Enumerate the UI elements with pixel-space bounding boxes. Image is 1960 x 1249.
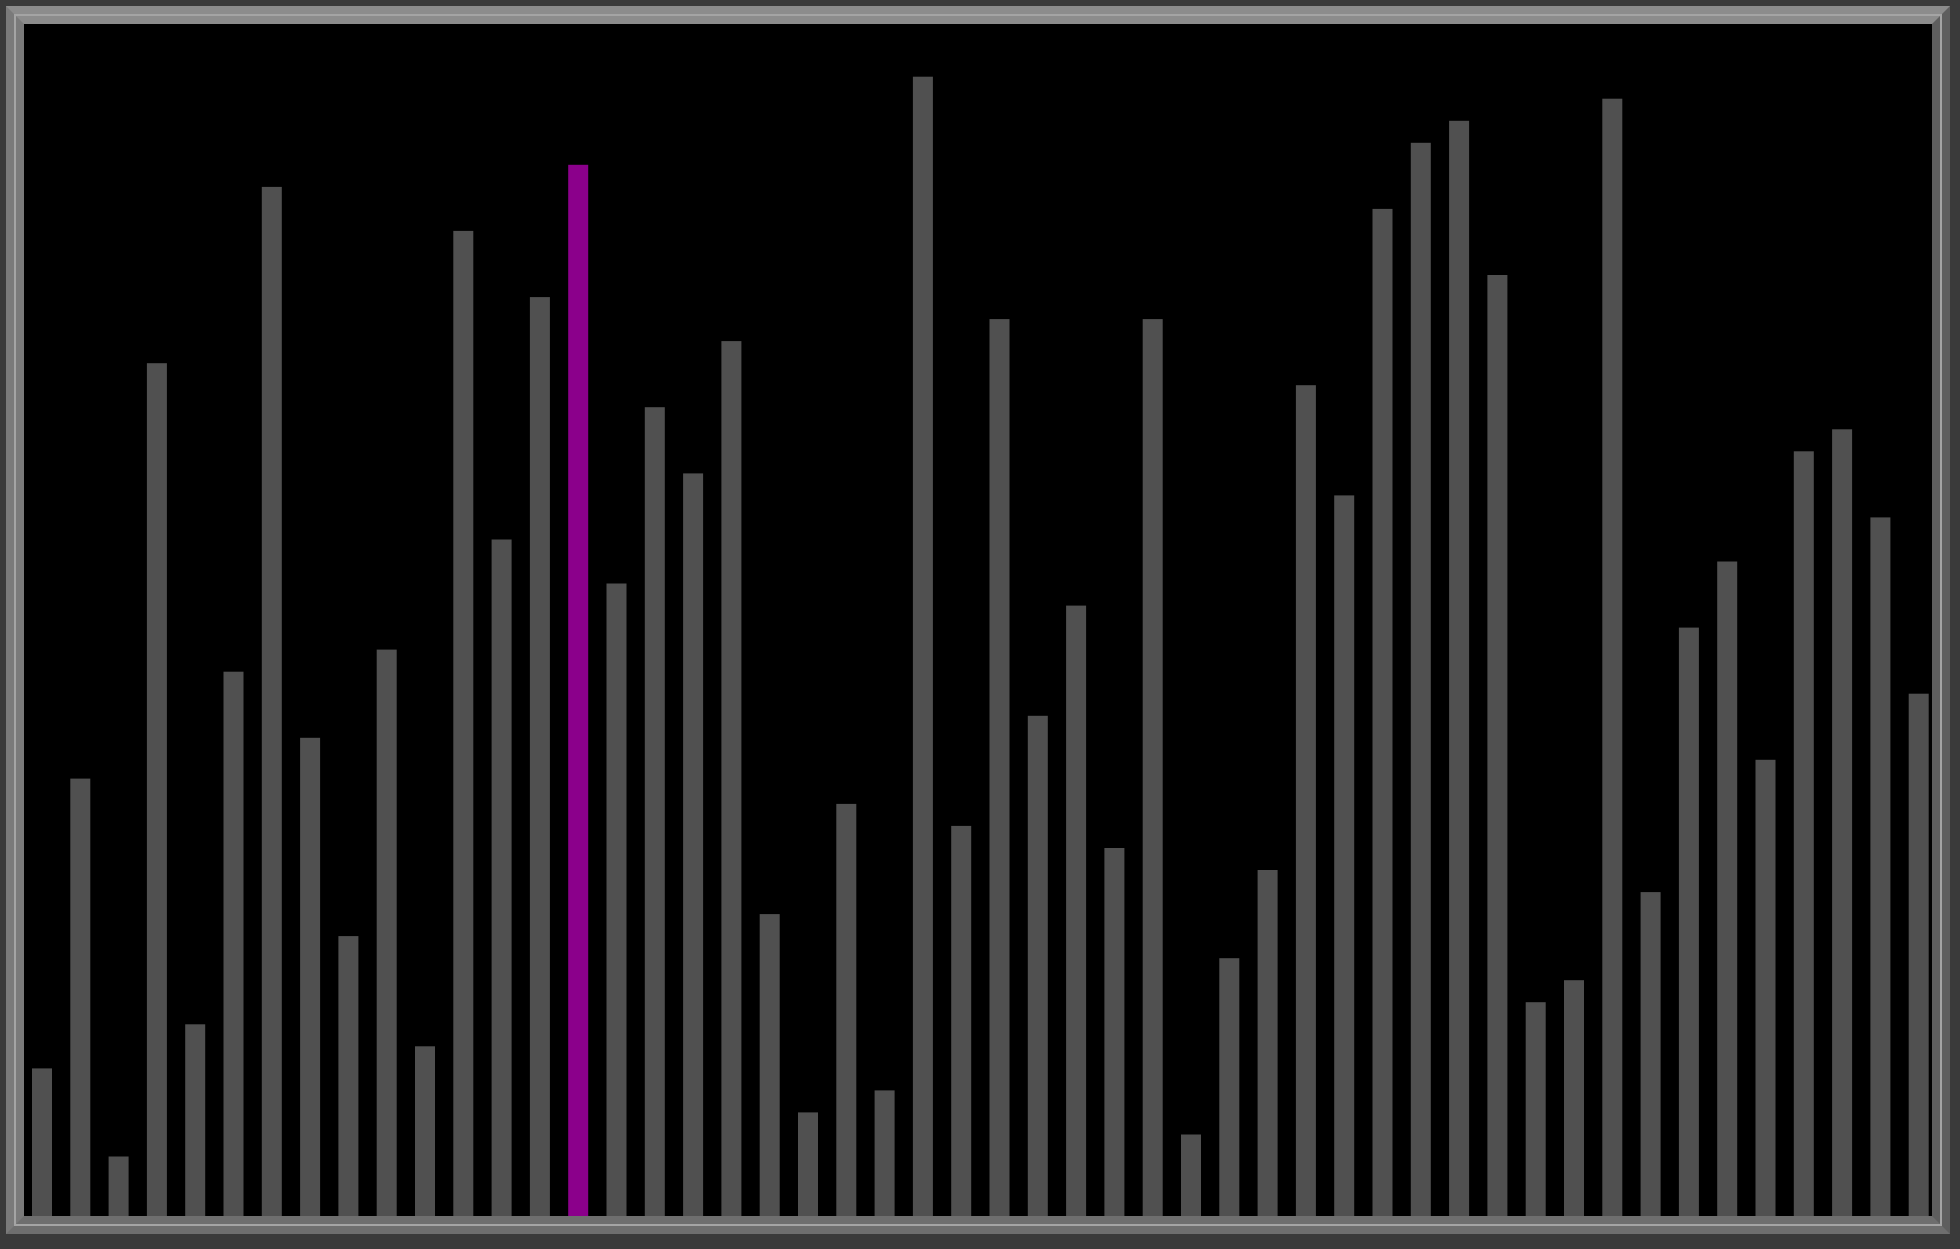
bars-group — [32, 76, 1929, 1216]
bar — [1027, 715, 1048, 1216]
bar — [912, 76, 933, 1216]
bar — [1334, 495, 1355, 1216]
bar — [951, 825, 972, 1216]
bar — [1219, 958, 1240, 1216]
bar — [1832, 429, 1853, 1216]
bar — [1755, 759, 1776, 1216]
bar — [1602, 98, 1623, 1216]
bar — [1640, 892, 1661, 1216]
bar — [376, 649, 397, 1216]
bar — [108, 1156, 129, 1216]
bar — [70, 778, 91, 1216]
bar — [1793, 451, 1814, 1216]
bar — [1142, 319, 1163, 1216]
bar — [1487, 275, 1508, 1216]
bar — [874, 1090, 895, 1216]
chart-frame — [6, 6, 1950, 1234]
bar-highlighted — [568, 164, 589, 1216]
bar — [185, 1024, 206, 1216]
bar — [1564, 980, 1584, 1216]
bar — [338, 936, 359, 1216]
bar — [32, 1068, 52, 1216]
bar — [261, 186, 282, 1216]
bar — [415, 1046, 435, 1216]
bar — [146, 363, 167, 1216]
bar-chart — [24, 24, 1932, 1216]
bar — [836, 803, 857, 1216]
bar — [759, 914, 780, 1216]
bar — [453, 230, 474, 1216]
bar — [1717, 561, 1738, 1216]
bar — [529, 297, 550, 1216]
bar — [644, 407, 665, 1216]
bar — [1181, 1134, 1201, 1216]
bar — [1525, 1002, 1546, 1216]
bar — [606, 583, 627, 1216]
bar — [1449, 120, 1470, 1216]
bar — [1410, 142, 1431, 1216]
bar — [300, 737, 321, 1216]
bar — [683, 473, 704, 1216]
bar — [223, 671, 244, 1216]
bar — [1908, 693, 1929, 1216]
bar — [1066, 605, 1087, 1216]
bar — [491, 539, 512, 1216]
bar — [1257, 870, 1278, 1216]
bar — [989, 319, 1010, 1216]
bar — [1295, 385, 1316, 1216]
bar — [721, 341, 742, 1216]
bar — [1870, 517, 1891, 1216]
bar — [1104, 848, 1125, 1216]
bar — [798, 1112, 818, 1216]
bar — [1372, 208, 1393, 1216]
bar — [1678, 627, 1699, 1216]
